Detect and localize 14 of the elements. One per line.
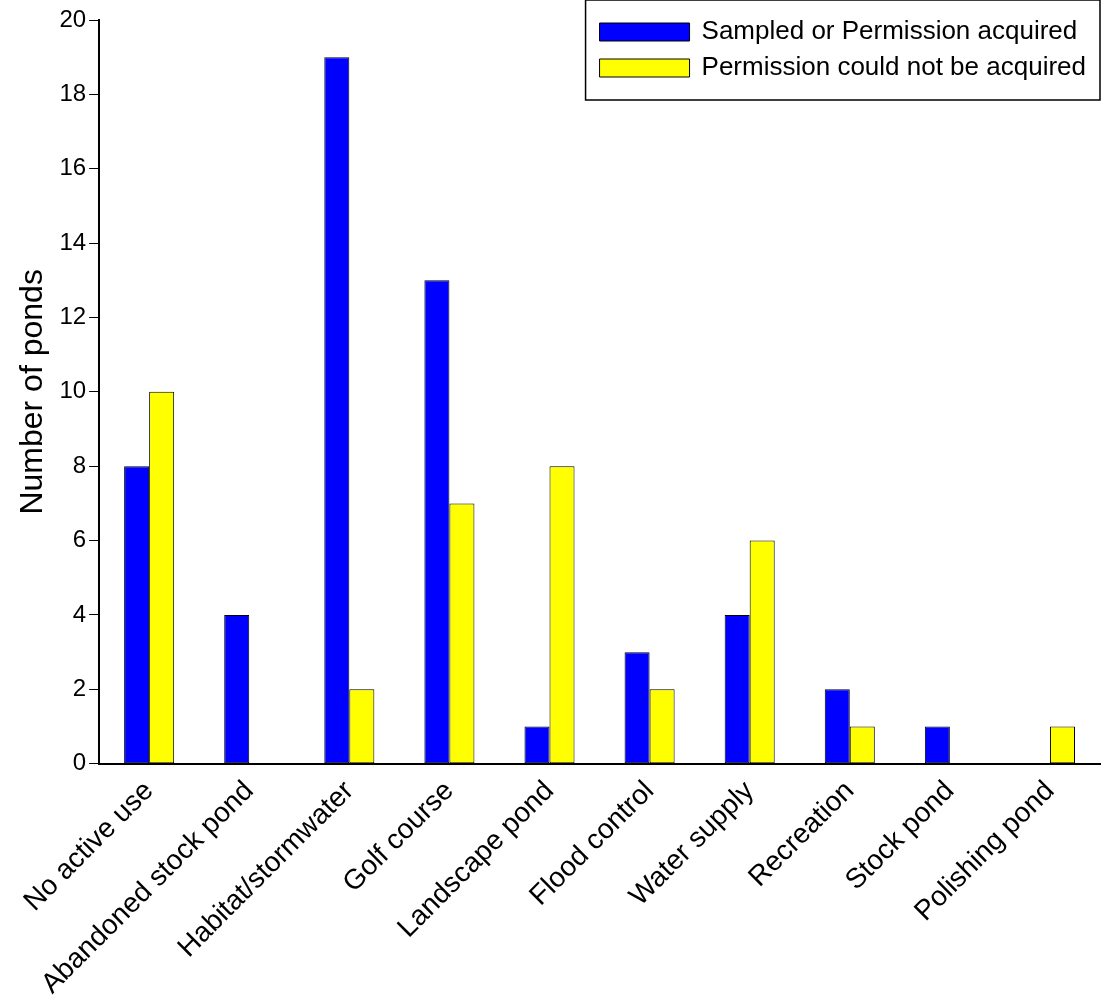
y-tick-label: 2: [72, 673, 87, 701]
y-axis-title: Number of ponds: [13, 269, 50, 515]
legend-label: Permission could not be acquired: [701, 51, 1087, 82]
y-tick-label: 14: [59, 227, 87, 255]
y-tick-label: 18: [59, 78, 87, 106]
y-tick-label: 6: [72, 525, 87, 553]
y-tick-label: 0: [72, 748, 87, 776]
y-tick-label: 4: [72, 599, 87, 627]
y-tick-label: 20: [59, 4, 87, 32]
y-tick-label: 16: [59, 153, 87, 181]
legend-label: Sampled or Permission acquired: [701, 15, 1078, 46]
y-tick-label: 8: [72, 450, 87, 478]
y-tick-label: 10: [59, 376, 87, 404]
y-tick-label: 12: [59, 302, 87, 330]
